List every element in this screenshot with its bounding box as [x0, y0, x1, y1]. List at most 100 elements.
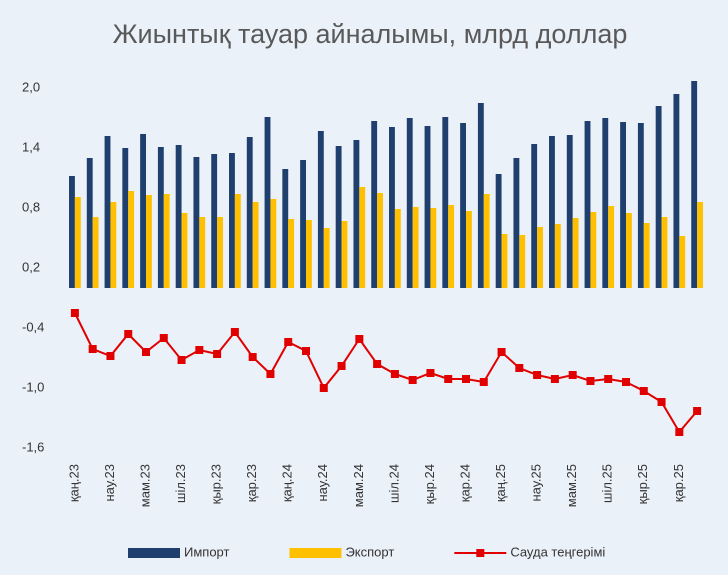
bar: [157, 147, 164, 288]
x-tick-label: мам.24: [351, 464, 366, 507]
marker: [373, 360, 382, 368]
x-tick-label: шіл.24: [386, 464, 401, 503]
bar: [92, 217, 99, 288]
bar: [317, 131, 324, 288]
marker: [159, 334, 168, 342]
bar: [477, 103, 484, 288]
marker: [70, 309, 79, 317]
marker: [444, 375, 453, 383]
x-tick-label: нау.24: [315, 464, 330, 502]
x-tick-label: нау.23: [102, 464, 117, 502]
marker: [604, 375, 613, 383]
bar: [424, 126, 431, 288]
bar: [590, 212, 597, 288]
x-tick-label: қар.25: [671, 464, 686, 502]
x-tick-label: қыр.25: [635, 464, 650, 504]
bar: [394, 209, 401, 288]
bar: [584, 121, 591, 288]
marker: [319, 384, 328, 392]
bar: [199, 217, 206, 288]
marker: [230, 328, 239, 336]
marker: [355, 335, 364, 343]
bar: [371, 121, 378, 288]
marker: [586, 377, 595, 385]
bar: [412, 207, 419, 288]
bar: [697, 202, 703, 288]
y-tick-label: 1,4: [22, 139, 40, 154]
x-tick-label: қар.24: [457, 464, 472, 502]
bar: [246, 137, 253, 288]
marker: [302, 347, 310, 355]
bar: [549, 136, 555, 288]
x-tick-label: мам.23: [137, 464, 152, 507]
bar: [495, 174, 502, 288]
marker: [515, 364, 524, 372]
marker: [408, 376, 417, 384]
bar: [359, 187, 366, 288]
bar: [655, 106, 662, 288]
bar: [466, 211, 472, 288]
bar: [288, 219, 295, 288]
bar: [620, 122, 626, 288]
bar: [537, 227, 543, 288]
bar: [146, 195, 152, 288]
y-tick-label: 0,8: [22, 199, 40, 214]
marker: [550, 375, 559, 383]
bar: [673, 94, 680, 288]
bar: [86, 158, 93, 288]
bar: [353, 140, 360, 288]
bar: [270, 199, 277, 288]
marker: [675, 428, 684, 436]
bar: [608, 206, 615, 288]
marker: [213, 350, 222, 358]
legend-swatch: [128, 548, 180, 558]
bar: [513, 158, 520, 288]
x-tick-label: қыр.24: [422, 464, 437, 504]
bar: [74, 197, 81, 288]
y-tick-label: -1,6: [22, 439, 44, 454]
x-tick-label: нау.25: [529, 464, 544, 502]
x-tick-label: мам.25: [564, 464, 579, 507]
x-tick-label: қыр.23: [209, 464, 224, 504]
bar: [430, 208, 437, 288]
bar: [264, 117, 271, 288]
marker: [284, 338, 293, 346]
bar: [323, 228, 330, 288]
x-tick-label: шіл.23: [173, 464, 188, 503]
bar: [637, 123, 644, 288]
marker: [266, 370, 275, 378]
marker: [195, 346, 204, 354]
bar: [163, 194, 170, 288]
bar: [519, 235, 526, 288]
legend-label: Импорт: [184, 544, 229, 559]
bar: [661, 217, 668, 288]
marker: [426, 369, 435, 377]
marker: [479, 378, 488, 386]
bar: [122, 148, 129, 288]
bar: [643, 223, 650, 288]
marker: [639, 387, 648, 395]
x-tick-label: шіл.25: [600, 464, 615, 503]
x-tick-label: қаң.23: [66, 464, 81, 502]
marker: [568, 371, 577, 379]
bar: [252, 202, 259, 288]
x-tick-label: қаң.25: [493, 464, 508, 502]
bar: [234, 194, 241, 288]
bar: [140, 134, 146, 288]
bar: [69, 176, 75, 288]
marker: [390, 370, 399, 378]
bar: [679, 236, 686, 288]
marker: [693, 407, 702, 415]
bar: [282, 169, 289, 288]
bar: [448, 205, 455, 288]
bar: [193, 157, 200, 288]
bar: [531, 144, 538, 288]
bar: [229, 153, 235, 288]
marker: [124, 330, 133, 338]
legend-label: Сауда теңгерімі: [510, 544, 605, 559]
y-tick-label: -0,4: [22, 319, 44, 334]
bar: [406, 118, 413, 288]
bar: [460, 123, 466, 288]
x-tick-label: қар.23: [244, 464, 259, 502]
marker: [88, 345, 97, 353]
